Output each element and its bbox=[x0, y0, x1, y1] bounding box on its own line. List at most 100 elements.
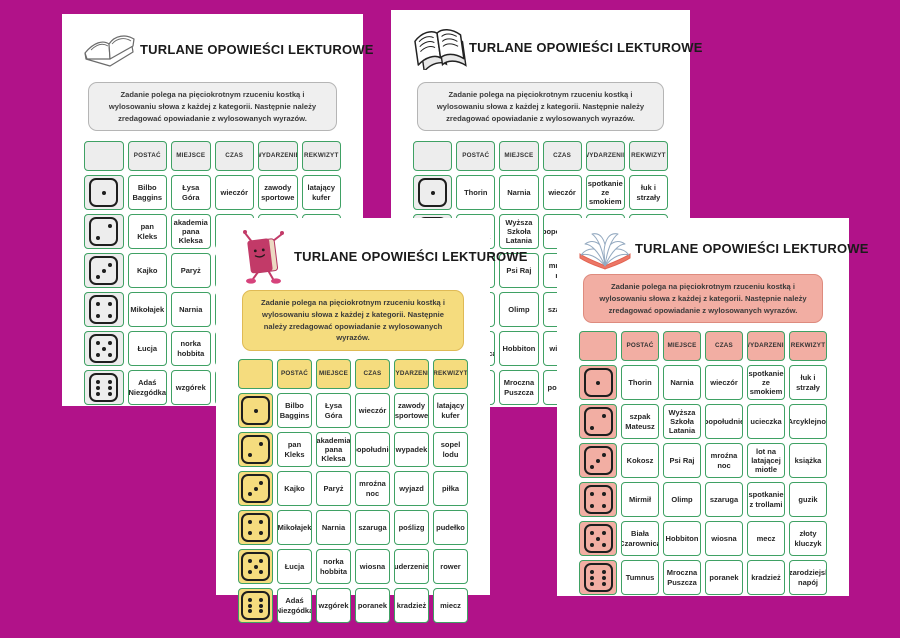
die-face-5-icon bbox=[241, 552, 270, 582]
word-cell: mecz bbox=[747, 521, 785, 557]
word-cell: pudełko bbox=[433, 510, 468, 546]
word-cell: Hobbiton bbox=[663, 521, 701, 557]
table-corner-cell bbox=[84, 141, 124, 172]
word-cell: miecz bbox=[433, 588, 468, 624]
word-cell: Mroczna Puszcza bbox=[663, 560, 701, 596]
word-cell: poranek bbox=[355, 588, 390, 624]
word-cell: pan Kleks bbox=[127, 214, 167, 250]
page-header: TURLANE OPOWIEŚCI LEKTUROWE bbox=[234, 226, 527, 286]
column-header: POSTAĆ bbox=[621, 331, 659, 362]
page-title: TURLANE OPOWIEŚCI LEKTUROWE bbox=[294, 248, 528, 264]
word-cell: Bilbo Baggins bbox=[277, 393, 312, 429]
dice-cell bbox=[84, 253, 124, 289]
dice-cell bbox=[238, 510, 273, 546]
word-cell: spotkanie ze smokiem bbox=[585, 175, 625, 211]
word-cell: Biała Czarownica bbox=[621, 521, 659, 557]
column-header: REKWIZYT bbox=[433, 359, 468, 390]
word-cell: szpak Mateusz bbox=[621, 404, 659, 440]
table-corner-cell bbox=[579, 331, 617, 362]
dice-cell bbox=[579, 443, 617, 479]
word-cell: Bilbo Baggins bbox=[127, 175, 167, 211]
dice-cell bbox=[238, 432, 273, 468]
page-title: TURLANE OPOWIEŚCI LEKTUROWE bbox=[469, 39, 703, 55]
column-header: CZAS bbox=[214, 141, 254, 172]
dice-cell bbox=[413, 175, 453, 211]
word-cell: Paryż bbox=[171, 253, 211, 289]
word-cell: Mikołajek bbox=[127, 292, 167, 328]
book-mascot-icon bbox=[234, 226, 294, 286]
word-cell: uderzenie bbox=[394, 549, 429, 585]
word-cell: Mroczna Puszcza bbox=[499, 370, 539, 406]
word-cell: akademia pana Kleksa bbox=[171, 214, 211, 250]
word-cell: rower bbox=[433, 549, 468, 585]
page-header: TURLANE OPOWIEŚCI LEKTUROWE bbox=[409, 24, 702, 70]
table-corner-cell bbox=[413, 141, 453, 172]
word-cell: popołudnie bbox=[705, 404, 743, 440]
word-cell: guzik bbox=[789, 482, 827, 518]
instruction-text: Zadanie polega na pięciokrotnym rzuceniu… bbox=[599, 282, 807, 315]
word-cell: latający kufer bbox=[433, 393, 468, 429]
dice-cell bbox=[84, 214, 124, 250]
instruction-text: Zadanie polega na pięciokrotnym rzuceniu… bbox=[108, 90, 317, 123]
column-header: WYDARZENIE bbox=[394, 359, 429, 390]
word-cell: spotkanie z trollami bbox=[747, 482, 785, 518]
word-cell: Tumnus bbox=[621, 560, 659, 596]
page-header: TURLANE OPOWIEŚCI LEKTUROWE bbox=[80, 28, 373, 70]
word-cell: Olimp bbox=[499, 292, 539, 328]
sketch-open-book-icon bbox=[80, 28, 140, 70]
word-cell: szaruga bbox=[705, 482, 743, 518]
page-header: TURLANE OPOWIEŚCI LEKTUROWE bbox=[575, 226, 868, 270]
word-cell: mroźna noc bbox=[705, 443, 743, 479]
column-header: CZAS bbox=[355, 359, 390, 390]
lined-open-book-icon bbox=[409, 24, 469, 70]
word-cell: akademia pana Kleksa bbox=[316, 432, 351, 468]
word-cell: Hobbiton bbox=[499, 331, 539, 367]
column-header: POSTAĆ bbox=[456, 141, 496, 172]
word-cell: wypadek bbox=[394, 432, 429, 468]
instruction-box: Zadanie polega na pięciokrotnym rzuceniu… bbox=[417, 82, 664, 132]
word-cell: Thorin bbox=[456, 175, 496, 211]
word-cell: wieczór bbox=[214, 175, 254, 211]
dice-cell bbox=[579, 365, 617, 401]
dice-cell bbox=[579, 560, 617, 596]
word-cell: szaruga bbox=[355, 510, 390, 546]
column-header: REKWIZYT bbox=[628, 141, 668, 172]
die-face-1-icon bbox=[583, 368, 613, 398]
word-cell: Kajko bbox=[127, 253, 167, 289]
word-cell: Łysa Góra bbox=[316, 393, 351, 429]
word-cell: norka hobbita bbox=[171, 331, 211, 367]
word-cell: spotkanie ze smokiem bbox=[747, 365, 785, 401]
dice-cell bbox=[84, 370, 124, 406]
word-cell: sopel lodu bbox=[433, 432, 468, 468]
word-cell: popołudnie bbox=[355, 432, 390, 468]
word-cell: Mikołajek bbox=[277, 510, 312, 546]
word-cell: wyjazd bbox=[394, 471, 429, 507]
worksheet-page-bottom-center: TURLANE OPOWIEŚCI LEKTUROWE Zadanie pole… bbox=[216, 218, 527, 624]
column-header: WYDARZENIE bbox=[585, 141, 625, 172]
die-face-6-icon bbox=[89, 373, 119, 403]
die-face-2-icon bbox=[583, 407, 613, 437]
word-cell: kradzież bbox=[747, 560, 785, 596]
column-header: MIEJSCE bbox=[171, 141, 211, 172]
word-cell: łuk i strzały bbox=[628, 175, 668, 211]
instruction-text: Zadanie polega na pięciokrotnym rzuceniu… bbox=[261, 298, 445, 343]
column-header: REKWIZYT bbox=[301, 141, 341, 172]
die-face-6-icon bbox=[241, 591, 270, 621]
word-cell: Mirmił bbox=[621, 482, 659, 518]
word-cell: Wyższa Szkoła Latania bbox=[663, 404, 701, 440]
column-header: MIEJSCE bbox=[663, 331, 701, 362]
word-cell: Paryż bbox=[316, 471, 351, 507]
column-header: CZAS bbox=[705, 331, 743, 362]
word-cell: wieczór bbox=[705, 365, 743, 401]
die-face-5-icon bbox=[89, 334, 119, 364]
dice-cell bbox=[579, 404, 617, 440]
word-cell: wzgórek bbox=[316, 588, 351, 624]
die-face-2-icon bbox=[241, 435, 270, 465]
instruction-box: Zadanie polega na pięciokrotnym rzuceniu… bbox=[88, 82, 337, 132]
word-cell: Thorin bbox=[621, 365, 659, 401]
instruction-text: Zadanie polega na pięciokrotnym rzuceniu… bbox=[436, 90, 645, 123]
word-cell: Narnia bbox=[499, 175, 539, 211]
dice-cell bbox=[238, 393, 273, 429]
column-header: POSTAĆ bbox=[127, 141, 167, 172]
dice-cell bbox=[84, 175, 124, 211]
